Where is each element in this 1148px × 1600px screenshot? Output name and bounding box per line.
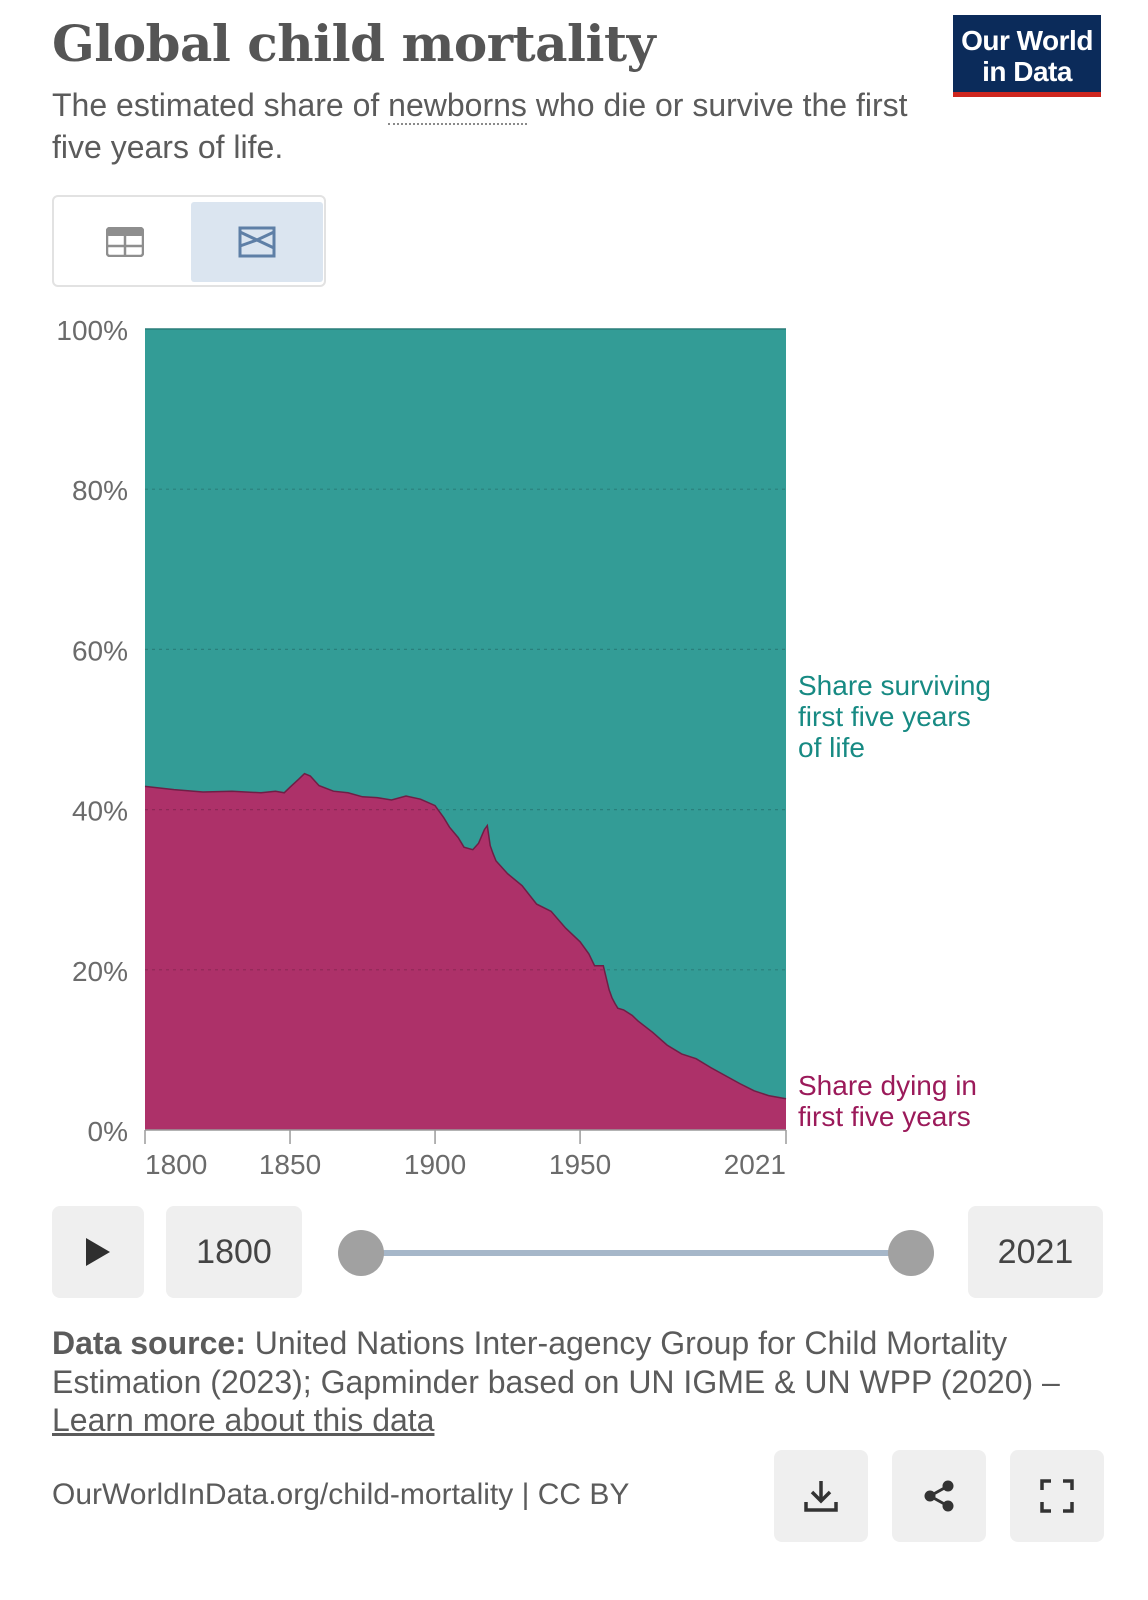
view-toggle xyxy=(52,195,326,287)
logo-line-1: Our World xyxy=(961,25,1093,56)
y-tick-label: 100% xyxy=(56,315,128,346)
owid-logo[interactable]: Our World in Data xyxy=(953,15,1101,97)
y-tick-label: 60% xyxy=(72,635,128,666)
logo-line-2: in Data xyxy=(982,56,1072,87)
timeline-end-year[interactable]: 2021 xyxy=(968,1206,1103,1298)
x-tick-label: 1800 xyxy=(145,1149,207,1180)
label-share-surviving: Share surviving xyxy=(798,670,991,701)
timeline-start-handle[interactable] xyxy=(338,1230,384,1276)
play-button[interactable] xyxy=(52,1206,144,1298)
y-tick-label: 80% xyxy=(72,475,128,506)
line-share-dying xyxy=(144,772,787,1100)
download-button[interactable] xyxy=(774,1450,868,1542)
chart-subtitle: The estimated share of newborns who die … xyxy=(52,84,912,168)
x-tick-label: 1950 xyxy=(549,1149,611,1180)
x-axis: 1800 1850 1900 1950 2021 xyxy=(144,1129,787,1180)
label-share-dying: Share dying in xyxy=(798,1070,977,1101)
chart-area: 0% 20% 40% 60% 80% 100% 1800 1850 1900 1950 2021 … xyxy=(0,300,1148,1185)
label-share-surviving: first five years xyxy=(798,701,971,732)
label-share-surviving: of life xyxy=(798,732,865,763)
share-icon xyxy=(924,1480,954,1512)
play-icon xyxy=(86,1238,110,1266)
newborns-definition-link[interactable]: newborns xyxy=(388,87,527,125)
y-tick-label: 40% xyxy=(72,796,128,827)
timeline-end-handle[interactable] xyxy=(888,1230,934,1276)
share-button[interactable] xyxy=(892,1450,986,1542)
y-tick-label: 0% xyxy=(88,1116,128,1147)
timeline-start-year[interactable]: 1800 xyxy=(166,1206,302,1298)
timeline-track[interactable] xyxy=(360,1250,912,1256)
y-tick-label: 20% xyxy=(72,956,128,987)
table-view-button[interactable] xyxy=(59,202,191,282)
chart-view-button[interactable] xyxy=(191,202,323,282)
area-share-dying[interactable] xyxy=(145,773,786,1130)
chart-title: Global child mortality xyxy=(52,14,656,73)
source-label: Data source: xyxy=(52,1325,246,1361)
table-icon xyxy=(106,227,144,257)
y-axis: 0% 20% 40% 60% 80% 100% xyxy=(56,315,128,1147)
stacked-area-chart[interactable]: 0%20%40%60%80%100% 1800 1850 1900 1950 2021 … xyxy=(0,300,1148,1180)
fullscreen-icon xyxy=(1040,1479,1074,1513)
stacked-area-chart-icon xyxy=(238,226,276,258)
fullscreen-button[interactable] xyxy=(1010,1450,1104,1542)
timeline-slider[interactable] xyxy=(338,1230,934,1276)
gridlines xyxy=(145,488,786,971)
x-tick-label: 1850 xyxy=(259,1149,321,1180)
x-tick-label: 1900 xyxy=(404,1149,466,1180)
x-tick-label: 2021 xyxy=(724,1149,786,1180)
source-text: United Nations Inter-agency Group for Ch… xyxy=(52,1325,1060,1400)
label-share-dying: first five years xyxy=(798,1101,971,1132)
learn-more-link[interactable]: Learn more about this data xyxy=(52,1402,435,1438)
chart-url-license[interactable]: OurWorldInData.org/child-mortality | CC … xyxy=(52,1478,630,1511)
download-icon xyxy=(804,1481,838,1512)
subtitle-text-1: The estimated share of xyxy=(52,87,389,123)
data-source: Data source: United Nations Inter-agency… xyxy=(52,1324,1092,1440)
subtitle-text-2: who die or survive the first five years … xyxy=(52,87,908,165)
